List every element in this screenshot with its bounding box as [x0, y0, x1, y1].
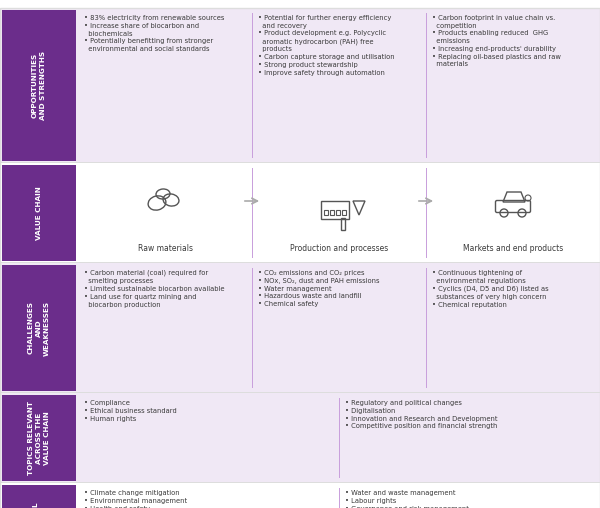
Bar	[342, 210, 346, 215]
Bar	[0, 483, 600, 508]
Bar	[426, 13, 427, 158]
Bar	[2, 10, 76, 161]
Bar	[0, 8, 600, 163]
Text: • Regulatory and political changes
• Digitalisation
• Innovation and Research an: • Regulatory and political changes • Dig…	[345, 400, 497, 429]
Bar	[0, 163, 600, 263]
Bar	[426, 268, 427, 388]
Text: • Carbon footprint in value chain vs.
  competition
• Products enabling reduced : • Carbon footprint in value chain vs. co…	[432, 15, 561, 68]
Text: Raw materials: Raw materials	[137, 244, 193, 253]
Text: • CO₂ emissions and CO₂ prices
• NOx, SO₂, dust and PAH emissions
• Water manage: • CO₂ emissions and CO₂ prices • NOx, SO…	[258, 270, 380, 307]
Text: Production and processes: Production and processes	[290, 244, 388, 253]
Text: • Water and waste management
• Labour rights
• Governance and risk management: • Water and waste management • Labour ri…	[345, 490, 469, 508]
Text: OPPORTUNITIES
AND STRENGTHS: OPPORTUNITIES AND STRENGTHS	[32, 51, 46, 120]
Bar	[0, 263, 600, 393]
Bar	[339, 488, 340, 508]
Bar	[0, 482, 600, 483]
Text: • Continuous tightening of
  environmental regulations
• Cyclics (D4, D5 and D6): • Continuous tightening of environmental…	[432, 270, 548, 307]
Bar	[2, 165, 76, 261]
Bar	[336, 210, 340, 215]
Bar	[252, 13, 253, 158]
Text: TOPICS RELEVANT
ACROSS THE
VALUE CHAIN: TOPICS RELEVANT ACROSS THE VALUE CHAIN	[28, 401, 50, 475]
Text: • 83% electricity from renewable sources
• Increase share of biocarbon and
  bio: • 83% electricity from renewable sources…	[84, 15, 224, 52]
Bar	[2, 485, 76, 508]
Bar	[252, 268, 253, 388]
Bar	[330, 210, 334, 215]
Bar	[339, 398, 340, 478]
Bar	[324, 210, 328, 215]
Bar	[0, 162, 600, 163]
Bar	[321, 201, 349, 219]
Text: • Compliance
• Ethical business standard
• Human rights: • Compliance • Ethical business standard…	[84, 400, 177, 422]
Text: • Climate change mitigation
• Environmental management
• Health and safety: • Climate change mitigation • Environmen…	[84, 490, 187, 508]
Bar	[0, 392, 600, 393]
Text: CHALLENGES
AND
WEAKNESSES: CHALLENGES AND WEAKNESSES	[28, 300, 50, 356]
Bar	[0, 393, 600, 483]
Bar	[2, 265, 76, 391]
Bar	[341, 218, 345, 230]
Bar	[426, 168, 427, 258]
Text: MATERIAL
TOPICS: MATERIAL TOPICS	[32, 502, 46, 508]
Bar	[252, 168, 253, 258]
Text: • Carbon material (coal) required for
  smelting processes
• Limited sustainable: • Carbon material (coal) required for sm…	[84, 270, 224, 307]
Text: Markets and end products: Markets and end products	[463, 244, 563, 253]
Bar	[0, 262, 600, 263]
Text: VALUE CHAIN: VALUE CHAIN	[36, 186, 42, 240]
Bar	[2, 395, 76, 481]
Text: • Potential for further energy efficiency
  and recovery
• Product development e: • Potential for further energy efficienc…	[258, 15, 395, 76]
